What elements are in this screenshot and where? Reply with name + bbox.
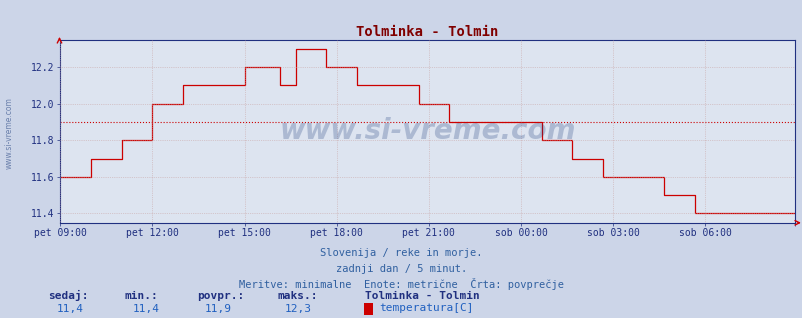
Text: zadnji dan / 5 minut.: zadnji dan / 5 minut. — [335, 264, 467, 274]
Text: 12,3: 12,3 — [285, 304, 312, 314]
Text: Tolminka - Tolmin: Tolminka - Tolmin — [365, 291, 480, 301]
Text: www.si-vreme.com: www.si-vreme.com — [5, 98, 14, 169]
Text: maks.:: maks.: — [277, 291, 317, 301]
Text: sedaj:: sedaj: — [48, 290, 88, 301]
Text: temperatura[C]: temperatura[C] — [379, 303, 473, 313]
Text: min.:: min.: — [124, 291, 158, 301]
Text: povpr.:: povpr.: — [196, 291, 244, 301]
Text: 11,9: 11,9 — [205, 304, 232, 314]
Text: 11,4: 11,4 — [56, 304, 83, 314]
Title: Tolminka - Tolmin: Tolminka - Tolmin — [356, 24, 498, 38]
Text: www.si-vreme.com: www.si-vreme.com — [279, 117, 575, 145]
Text: 11,4: 11,4 — [132, 304, 160, 314]
Text: Meritve: minimalne  Enote: metrične  Črta: povprečje: Meritve: minimalne Enote: metrične Črta:… — [239, 278, 563, 290]
Text: Slovenija / reke in morje.: Slovenija / reke in morje. — [320, 248, 482, 258]
